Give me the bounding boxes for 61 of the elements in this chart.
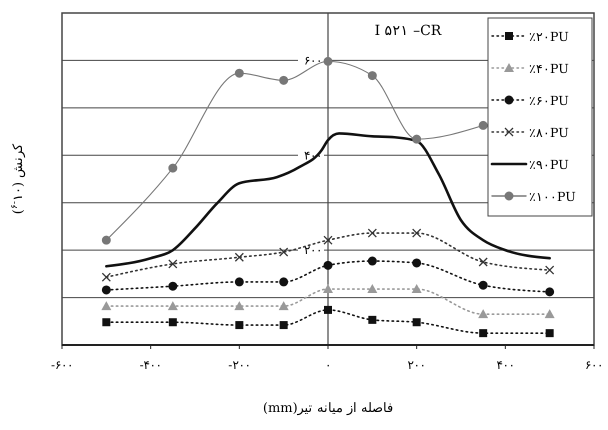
point — [412, 228, 422, 238]
point — [279, 277, 288, 286]
point — [168, 259, 178, 269]
y-tick-label: ۲۰۰ — [304, 243, 322, 258]
point — [279, 247, 288, 257]
point — [478, 120, 488, 130]
point — [367, 284, 378, 294]
point — [544, 309, 555, 318]
point — [168, 164, 178, 173]
point — [168, 318, 177, 326]
point — [412, 284, 422, 294]
x-tick-label: -۶۰۰ — [50, 358, 74, 372]
legend-label: ٪۲۰PU — [529, 29, 569, 44]
point — [278, 301, 289, 310]
point — [234, 277, 244, 286]
x-tick-label: ۲۰۰ — [408, 358, 426, 372]
point — [324, 56, 332, 66]
point — [101, 301, 112, 310]
point — [368, 71, 377, 80]
point — [168, 282, 178, 291]
x-tick-label: ۰ — [325, 358, 331, 372]
point — [545, 265, 554, 275]
legend-label: ٪۹۰PU — [529, 157, 569, 172]
point — [102, 272, 111, 282]
legend-label: ٪۸۰PU — [529, 125, 569, 140]
point — [478, 309, 488, 318]
point — [102, 236, 111, 245]
legend-label: ٪۴۰PU — [529, 61, 569, 76]
text: I ۵۲۱ –CR — [374, 23, 442, 39]
point — [234, 68, 244, 78]
point — [478, 280, 488, 290]
point — [368, 256, 377, 266]
x-tick-label: -۲۰۰ — [228, 358, 250, 372]
legend-label: ٪۱۰۰PU — [529, 189, 576, 204]
point — [545, 287, 554, 296]
point — [279, 76, 288, 85]
point — [324, 306, 332, 314]
point — [368, 228, 377, 238]
x-tick-label: ۶۰۰ — [585, 358, 603, 372]
point — [323, 284, 333, 294]
x-axis-title: فاصله از میانه تیر(mm) — [262, 401, 394, 416]
point — [546, 329, 554, 338]
point — [478, 257, 488, 267]
point — [412, 318, 421, 326]
legend-label: ٪۶۰PU — [529, 93, 569, 108]
point — [324, 260, 332, 270]
point — [102, 285, 111, 294]
point — [323, 236, 333, 245]
point — [102, 318, 110, 326]
point — [479, 329, 488, 338]
point — [412, 258, 422, 268]
x-tick-label: -۴۰۰ — [140, 358, 162, 372]
point — [235, 321, 244, 330]
y-tick-label: ۶۰۰ — [304, 53, 322, 68]
point — [168, 301, 178, 310]
point — [234, 301, 244, 310]
point — [234, 252, 244, 262]
point — [280, 321, 288, 330]
point — [412, 134, 422, 144]
point — [368, 316, 376, 324]
x-tick-label: ۴۰۰ — [496, 358, 514, 372]
